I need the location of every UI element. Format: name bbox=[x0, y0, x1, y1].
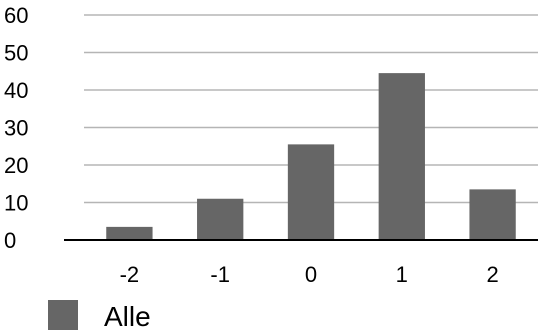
x-axis-tick-labels: -2 -1 0 1 2 bbox=[120, 262, 499, 287]
y-tick-label: 20 bbox=[4, 153, 28, 178]
x-tick-label: 0 bbox=[305, 262, 317, 287]
y-tick-label: 30 bbox=[4, 116, 28, 141]
y-tick-label: 50 bbox=[4, 41, 28, 66]
bar-0 bbox=[287, 144, 335, 240]
bar-2 bbox=[469, 189, 516, 240]
y-axis-tick-labels: 0 10 20 30 40 50 60 bbox=[4, 3, 28, 253]
legend-swatch-alle bbox=[48, 300, 78, 330]
x-tick-label: -2 bbox=[120, 262, 140, 287]
x-tick-label: 2 bbox=[486, 262, 498, 287]
y-tick-label: 40 bbox=[4, 78, 28, 103]
x-tick-label: -1 bbox=[210, 262, 230, 287]
gridlines bbox=[84, 14, 538, 204]
bar--1 bbox=[197, 198, 244, 240]
y-tick-label: 60 bbox=[4, 3, 28, 28]
bar--2 bbox=[106, 226, 153, 240]
y-tick-label: 0 bbox=[4, 228, 16, 253]
legend: Alle bbox=[48, 300, 151, 332]
bars bbox=[106, 73, 516, 240]
x-tick-label: 1 bbox=[396, 262, 408, 287]
legend-label-alle: Alle bbox=[104, 301, 151, 332]
y-tick-label: 10 bbox=[4, 191, 28, 216]
bar-1 bbox=[378, 73, 425, 240]
